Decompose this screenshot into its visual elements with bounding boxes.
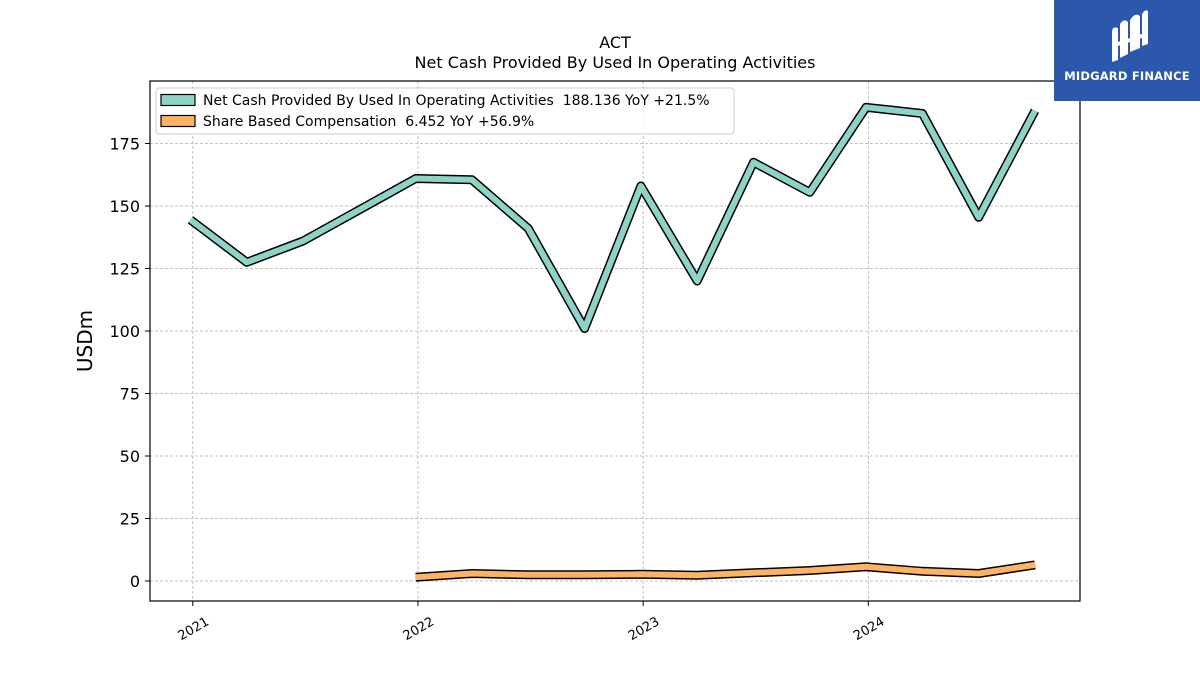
legend-entry-share-comp: Share Based Compensation 6.452 YoY +56.9… [203, 114, 534, 130]
legend: Net Cash Provided By Used In Operating A… [155, 87, 735, 135]
y-tick-label: 175 [109, 135, 140, 154]
x-axis: 2021 2022 2023 2024 [176, 601, 887, 644]
y-tick-label: 75 [120, 385, 140, 404]
series-outline-0 [187, 102, 1039, 333]
legend-entry-operating-cash: Net Cash Provided By Used In Operating A… [203, 93, 710, 109]
series-line-0 [188, 104, 1038, 332]
x-tick-label: 2024 [851, 614, 887, 644]
grid [150, 81, 1080, 601]
y-tick-label: 0 [130, 572, 140, 591]
legend-swatch-operating-cash [160, 93, 196, 107]
y-tick-label: 100 [109, 322, 140, 341]
y-tick-label: 25 [120, 510, 140, 529]
y-tick-label: 150 [109, 197, 140, 216]
y-axis-label: USDm [73, 310, 97, 372]
midgard-finance-logo: MIDGARD FINANCE [1054, 0, 1200, 101]
x-tick-label: 2021 [176, 614, 212, 644]
series-lines [187, 102, 1039, 582]
y-tick-label: 50 [120, 447, 140, 466]
series-line-1 [415, 561, 1036, 581]
legend-box [155, 87, 735, 135]
y-axis: 0 25 50 75 100 125 150 175 [109, 135, 150, 591]
x-tick-label: 2022 [401, 614, 437, 644]
logo-mark-icon [1112, 10, 1148, 62]
plot-frame [149, 80, 1081, 602]
chart-title: ACT [599, 33, 631, 52]
y-tick-label: 125 [109, 260, 140, 279]
logo-text: MIDGARD FINANCE [1064, 69, 1190, 83]
x-tick-label: 2023 [626, 614, 662, 644]
chart-subtitle: Net Cash Provided By Used In Operating A… [415, 53, 816, 72]
legend-swatch-share-comp [160, 114, 196, 128]
